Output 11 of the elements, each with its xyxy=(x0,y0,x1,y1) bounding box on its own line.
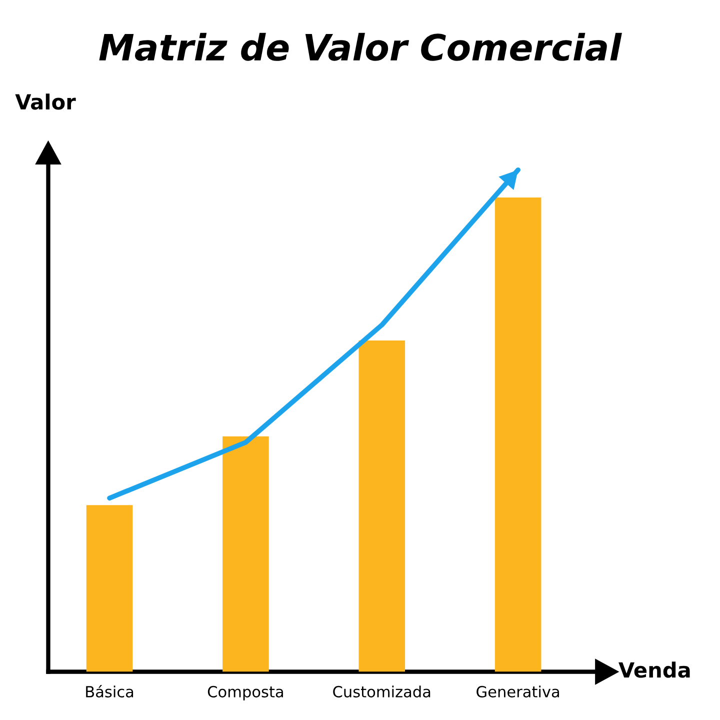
chart-title: Matriz de Valor Comercial xyxy=(99,32,622,61)
x-tick-label: Customizada xyxy=(333,686,430,698)
y-axis-title: Valor xyxy=(15,94,76,110)
bar xyxy=(358,340,406,672)
bar xyxy=(494,197,542,672)
bar xyxy=(222,436,269,672)
x-tick-label: Composta xyxy=(208,686,283,700)
bar xyxy=(86,505,133,672)
x-tick-label: Generativa xyxy=(476,686,559,698)
x-tick-label: Básica xyxy=(86,685,134,698)
x-axis-title: Venda xyxy=(618,662,690,678)
